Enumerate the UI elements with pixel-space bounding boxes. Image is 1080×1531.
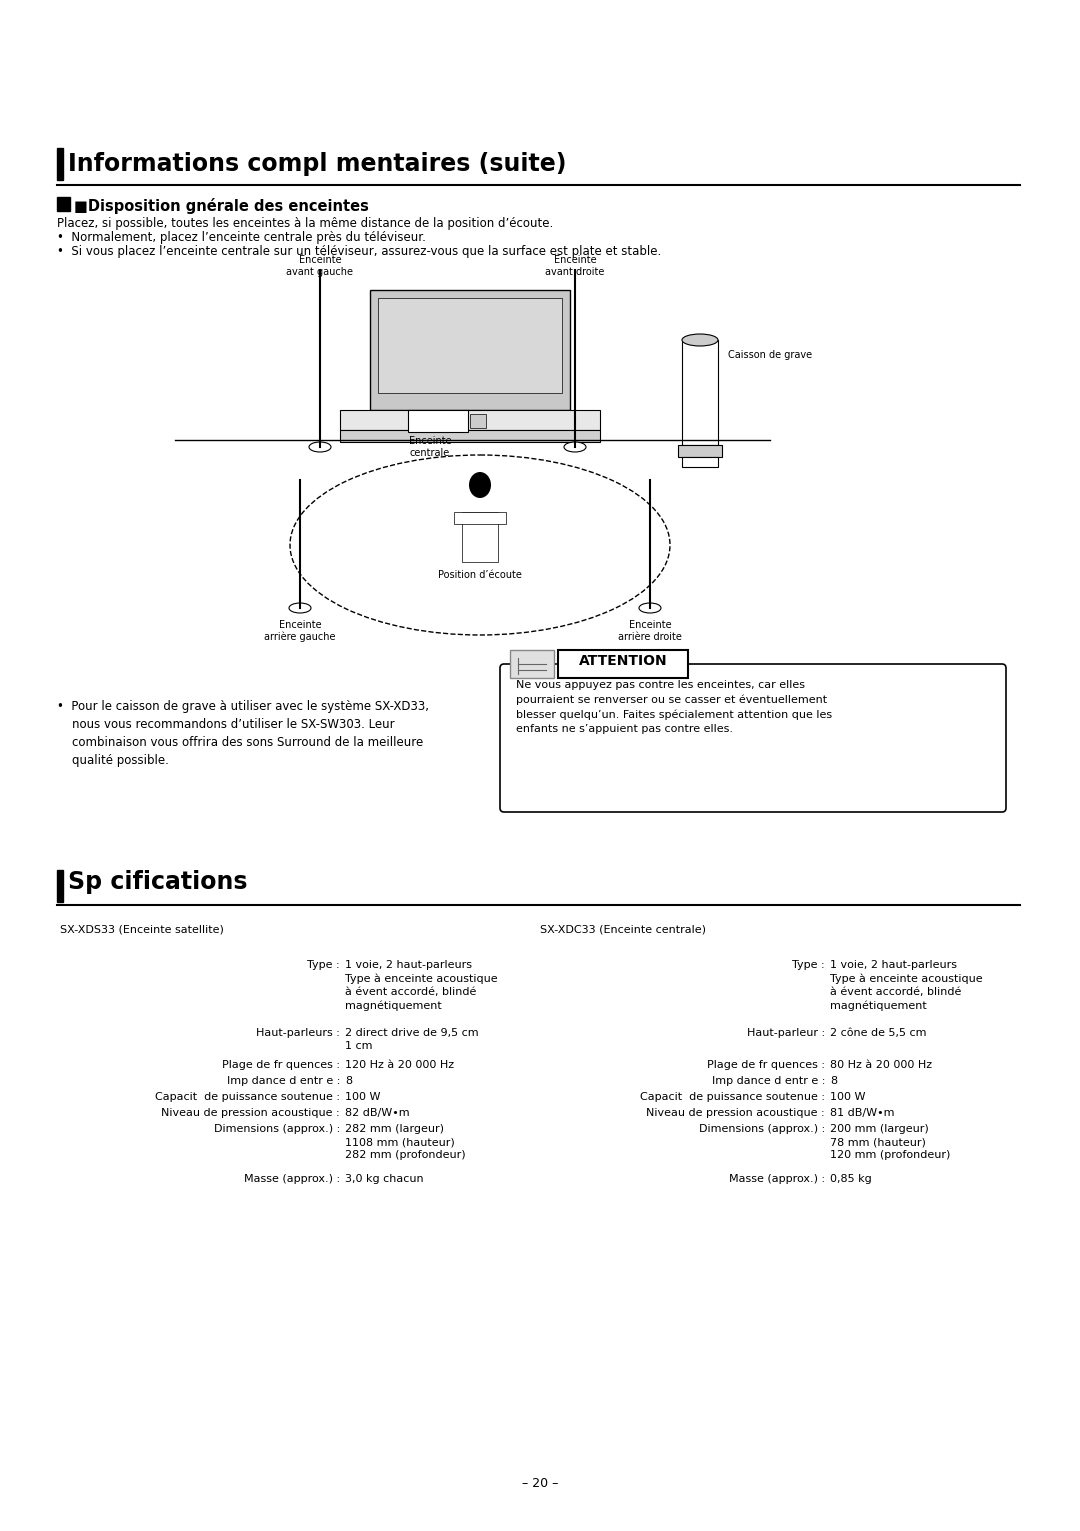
Ellipse shape: [681, 334, 718, 346]
Text: 8: 8: [831, 1076, 837, 1085]
Text: 200 mm (largeur)
78 mm (hauteur)
120 mm (profondeur): 200 mm (largeur) 78 mm (hauteur) 120 mm …: [831, 1124, 950, 1160]
Bar: [57, 870, 63, 902]
Text: – 20 –: – 20 –: [522, 1477, 558, 1490]
Text: Type :: Type :: [308, 960, 340, 971]
Bar: [340, 410, 600, 430]
Text: 1 voie, 2 haut-parleurs
Type à enceinte acoustique
à évent accordé, blindé
magné: 1 voie, 2 haut-parleurs Type à enceinte …: [345, 960, 498, 1010]
Text: Capacit  de puissance soutenue :: Capacit de puissance soutenue :: [156, 1092, 340, 1102]
Text: 80 Hz à 20 000 Hz: 80 Hz à 20 000 Hz: [831, 1059, 932, 1070]
Text: Capacit  de puissance soutenue :: Capacit de puissance soutenue :: [640, 1092, 825, 1102]
Bar: [378, 299, 562, 393]
Text: Enceinte
arrière droite: Enceinte arrière droite: [618, 620, 681, 641]
Bar: [558, 651, 688, 678]
Text: Niveau de pression acoustique :: Niveau de pression acoustique :: [161, 1108, 340, 1118]
Text: •  Normalement, placez l’enceinte centrale près du téléviseur.: • Normalement, placez l’enceinte central…: [57, 231, 426, 243]
Text: Enceinte
arrière gauche: Enceinte arrière gauche: [265, 620, 336, 641]
Ellipse shape: [469, 472, 491, 498]
Text: 3,0 kg chacun: 3,0 kg chacun: [345, 1174, 423, 1183]
Ellipse shape: [639, 603, 661, 612]
Text: 2 direct drive de 9,5 cm
1 cm: 2 direct drive de 9,5 cm 1 cm: [345, 1027, 478, 1052]
Text: Imp dance d entr e :: Imp dance d entr e :: [712, 1076, 825, 1085]
Text: Type :: Type :: [793, 960, 825, 971]
Text: SX-XDS33 (Enceinte satellite): SX-XDS33 (Enceinte satellite): [60, 925, 224, 935]
Text: Caisson de grave: Caisson de grave: [728, 351, 812, 360]
Bar: [470, 413, 486, 429]
Text: Enceinte
avant gauche: Enceinte avant gauche: [286, 256, 353, 277]
Ellipse shape: [564, 442, 586, 452]
Ellipse shape: [289, 603, 311, 612]
Text: 120 Hz à 20 000 Hz: 120 Hz à 20 000 Hz: [345, 1059, 454, 1070]
Text: Plage de fr quences :: Plage de fr quences :: [222, 1059, 340, 1070]
Text: ATTENTION: ATTENTION: [579, 654, 667, 668]
Bar: [340, 430, 600, 442]
Text: Dimensions (approx.) :: Dimensions (approx.) :: [214, 1124, 340, 1134]
Text: SX-XDC33 (Enceinte centrale): SX-XDC33 (Enceinte centrale): [540, 925, 706, 935]
Text: Haut-parleurs :: Haut-parleurs :: [256, 1027, 340, 1038]
Bar: [370, 289, 570, 410]
Text: 282 mm (largeur)
1108 mm (hauteur)
282 mm (profondeur): 282 mm (largeur) 1108 mm (hauteur) 282 m…: [345, 1124, 465, 1160]
Text: Imp dance d entr e :: Imp dance d entr e :: [227, 1076, 340, 1085]
Bar: [681, 340, 718, 446]
Text: 8: 8: [345, 1076, 352, 1085]
Text: 82 dB/W•m: 82 dB/W•m: [345, 1108, 409, 1118]
Text: Enceinte
avant droite: Enceinte avant droite: [545, 256, 605, 277]
Bar: [408, 410, 468, 432]
Text: Plage de fr quences :: Plage de fr quences :: [707, 1059, 825, 1070]
Text: 81 dB/W•m: 81 dB/W•m: [831, 1108, 894, 1118]
Text: Ne vous appuyez pas contre les enceintes, car elles
pourraient se renverser ou s: Ne vous appuyez pas contre les enceintes…: [516, 680, 832, 733]
Text: Masse (approx.) :: Masse (approx.) :: [729, 1174, 825, 1183]
Bar: [510, 651, 554, 678]
Text: Enceinte
centrale: Enceinte centrale: [408, 436, 451, 458]
Text: 100 W: 100 W: [345, 1092, 380, 1102]
Text: Sp cifications: Sp cifications: [68, 870, 247, 894]
FancyBboxPatch shape: [500, 664, 1005, 811]
Text: ■Disposition gnérale des enceintes: ■Disposition gnérale des enceintes: [75, 197, 369, 214]
Bar: [681, 456, 718, 467]
Bar: [454, 511, 507, 524]
Bar: [462, 511, 498, 562]
Text: 1 voie, 2 haut-parleurs
Type à enceinte acoustique
à évent accordé, blindé
magné: 1 voie, 2 haut-parleurs Type à enceinte …: [831, 960, 983, 1010]
Ellipse shape: [309, 442, 330, 452]
Text: 100 W: 100 W: [831, 1092, 865, 1102]
Text: Niveau de pression acoustique :: Niveau de pression acoustique :: [646, 1108, 825, 1118]
Text: Position d’écoute: Position d’écoute: [438, 570, 522, 580]
Text: Placez, si possible, toutes les enceintes à la même distance de la position d’éc: Placez, si possible, toutes les enceinte…: [57, 217, 553, 230]
Bar: [57, 197, 70, 211]
Text: Informations compl mentaires (suite): Informations compl mentaires (suite): [68, 152, 567, 176]
Text: Haut-parleur :: Haut-parleur :: [747, 1027, 825, 1038]
Text: 0,85 kg: 0,85 kg: [831, 1174, 872, 1183]
Text: Masse (approx.) :: Masse (approx.) :: [244, 1174, 340, 1183]
Bar: [57, 149, 63, 181]
Text: •  Si vous placez l’enceinte centrale sur un téléviseur, assurez-vous que la sur: • Si vous placez l’enceinte centrale sur…: [57, 245, 661, 259]
Text: 2 cône de 5,5 cm: 2 cône de 5,5 cm: [831, 1027, 927, 1038]
Text: •  Pour le caisson de grave à utiliser avec le système SX-XD33,
    nous vous re: • Pour le caisson de grave à utiliser av…: [57, 700, 429, 767]
Bar: [678, 446, 723, 456]
Text: Dimensions (approx.) :: Dimensions (approx.) :: [699, 1124, 825, 1134]
